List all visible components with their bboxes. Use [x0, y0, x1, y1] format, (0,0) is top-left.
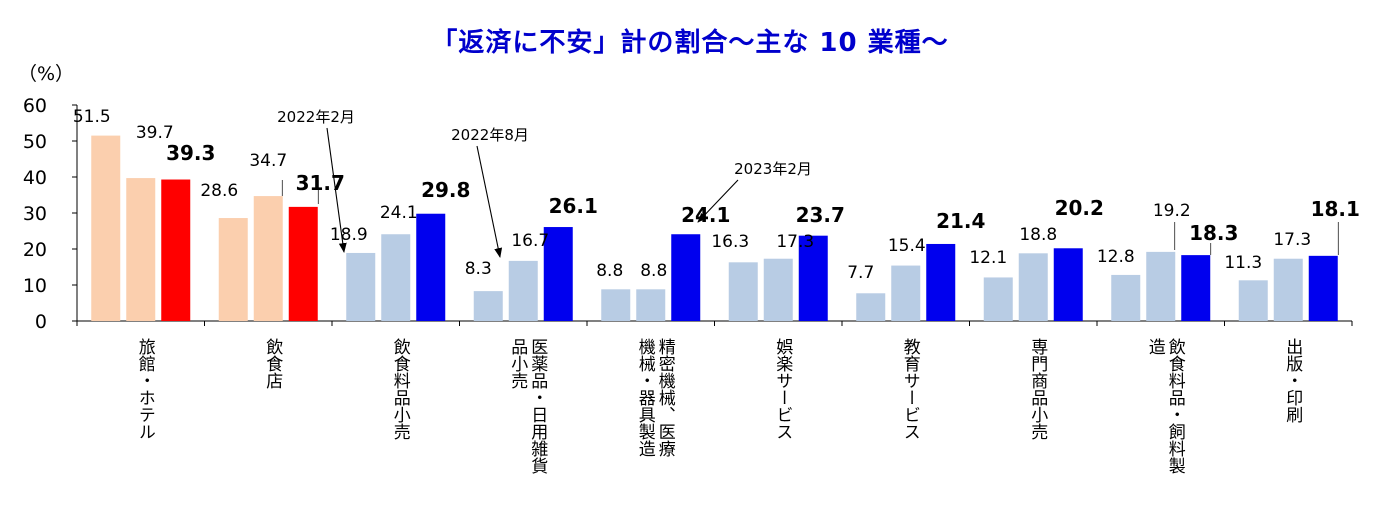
bar: [798, 235, 828, 321]
data-label: 17.3: [1273, 230, 1311, 250]
data-label: 29.8: [421, 178, 470, 202]
annotation-arrow: [326, 127, 347, 253]
data-label: 15.4: [888, 236, 926, 256]
series-annotation: 2023年2月: [734, 160, 812, 178]
data-label: 28.6: [200, 181, 238, 201]
y-tick-label: 60: [23, 95, 47, 117]
data-label: 21.4: [936, 209, 985, 233]
category-label: 品小売: [507, 338, 528, 389]
data-label: 16.3: [711, 232, 749, 252]
category-label: 専門商品小売: [1027, 338, 1048, 440]
bar: [636, 289, 666, 321]
bar: [126, 178, 156, 321]
y-tick-label: 30: [23, 203, 47, 225]
data-label: 31.7: [296, 171, 345, 195]
category-label: 医薬品・日用雑貨: [527, 338, 548, 474]
bar: [1308, 255, 1338, 321]
annotation-arrow: [476, 145, 503, 258]
bar: [508, 260, 538, 321]
y-tick-label: 40: [23, 167, 47, 189]
data-label: 8.8: [640, 261, 667, 281]
bar: [1238, 280, 1268, 321]
bar: [1018, 253, 1048, 321]
data-label: 23.7: [796, 203, 845, 227]
category-label: 機械・器具製造: [635, 338, 656, 457]
category-label: 旅館・ホテル: [135, 338, 156, 440]
bar: [1111, 274, 1141, 321]
annotation-arrow: [697, 179, 739, 223]
bar: [728, 262, 758, 321]
bar: [381, 234, 411, 321]
category-label: 造: [1145, 338, 1166, 355]
data-label: 26.1: [549, 194, 598, 218]
bar: [763, 258, 793, 321]
bar: [91, 135, 121, 321]
data-label: 17.3: [776, 232, 814, 252]
category-label: 出版・印刷: [1282, 338, 1303, 423]
bar: [601, 289, 631, 321]
category-label: 飲食料品・飼料製: [1165, 338, 1186, 474]
bar: [1181, 255, 1211, 321]
bar: [983, 277, 1013, 321]
data-label: 34.7: [249, 151, 287, 171]
data-label: 18.8: [1019, 225, 1057, 245]
data-label: 20.2: [1055, 196, 1104, 220]
data-label: 8.8: [596, 261, 623, 281]
bar: [473, 291, 503, 321]
bar: [288, 206, 318, 321]
y-tick-label: 50: [23, 131, 47, 153]
data-label: 24.1: [380, 203, 418, 223]
category-label: 飲食店: [262, 338, 283, 389]
series-annotation: 2022年8月: [451, 126, 529, 144]
data-label: 12.1: [969, 248, 1007, 268]
category-label: 教育サービス: [900, 338, 921, 440]
data-label: 39.3: [166, 141, 215, 165]
bar: [218, 218, 248, 321]
data-label: 12.8: [1097, 247, 1135, 267]
bar: [1273, 258, 1303, 321]
data-label: 8.3: [465, 259, 492, 279]
chart-title: 「返済に不安」計の割合～主な 10 業種～: [431, 28, 949, 58]
bar: [416, 213, 446, 321]
bar: [926, 243, 956, 321]
bar: [856, 293, 886, 321]
y-tick-label: 20: [23, 239, 47, 261]
bar: [543, 227, 573, 321]
bar: [1146, 251, 1176, 321]
bar: [671, 234, 701, 321]
data-label: 7.7: [847, 263, 874, 283]
bar: [891, 265, 921, 321]
data-label: 16.7: [511, 231, 549, 251]
y-tick-label: 10: [23, 275, 47, 297]
bar: [253, 196, 283, 321]
category-label: 飲食料品小売: [390, 338, 411, 440]
bar: [346, 252, 376, 321]
data-label: 39.7: [136, 123, 174, 143]
bar: [161, 179, 191, 321]
y-tick-label: 0: [35, 311, 47, 333]
y-unit-label: （%）: [18, 63, 74, 85]
bar: [1053, 248, 1083, 321]
data-label: 18.3: [1189, 221, 1238, 245]
data-label: 11.3: [1224, 253, 1262, 273]
series-annotation: 2022年2月: [277, 108, 355, 126]
data-label: 24.1: [681, 203, 730, 227]
data-label: 18.1: [1311, 197, 1360, 221]
data-label: 19.2: [1153, 201, 1191, 221]
data-label: 18.9: [330, 225, 368, 245]
data-label: 51.5: [73, 107, 111, 127]
category-label: 精密機械、医療: [655, 338, 676, 457]
category-label: 娯楽サービス: [772, 338, 793, 440]
